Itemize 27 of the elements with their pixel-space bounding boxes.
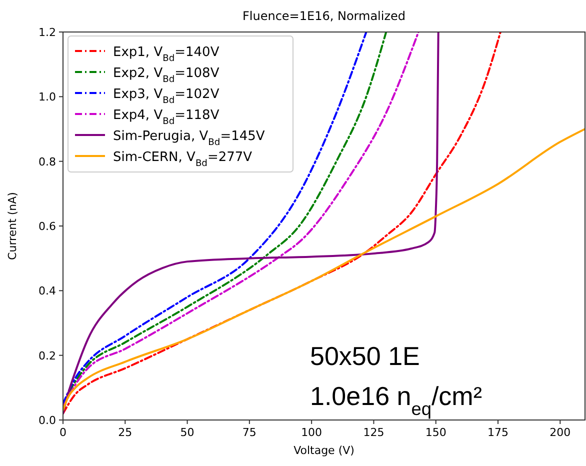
x-tick-label: 200 [550, 426, 571, 439]
x-tick-label: 175 [488, 426, 508, 439]
legend-label: Exp2, V$_{Bd}$=108V [113, 66, 220, 85]
y-axis-title: Current (nA) [6, 192, 19, 260]
y-tick-label: 0.8 [38, 155, 56, 168]
x-tick-label: 0 [60, 426, 66, 439]
legend-label: Exp3, V$_{Bd}$=102V [113, 87, 220, 106]
y-tick-label: 1.0 [38, 90, 56, 104]
legend-label: Exp4, V$_{Bd}$=118V [113, 108, 220, 127]
y-tick-label: 0.2 [38, 349, 56, 362]
legend-label: Sim-CERN, V$_{Bd}$=277V [113, 150, 252, 169]
legend-label: Sim-Perugia, V$_{Bd}$=145V [113, 129, 265, 148]
y-tick-label: 0.6 [38, 220, 56, 233]
legend-label: Exp1, V$_{Bd}$=140V [113, 45, 220, 64]
x-tick-label: 125 [363, 426, 384, 439]
annotation: 50x50 1E [310, 341, 420, 371]
x-axis-title: Voltage (V) [294, 444, 354, 457]
x-tick-label: 75 [242, 426, 256, 439]
y-tick-label: 0.4 [38, 284, 56, 298]
x-tick-label: 50 [180, 426, 194, 439]
x-tick-label: 100 [301, 426, 322, 439]
y-tick-label: 1.2 [38, 26, 56, 39]
annotation: 1.0e16 n$_{eq}$/cm² [310, 381, 482, 419]
y-tick-label: 0.0 [38, 414, 56, 427]
x-tick-label: 150 [425, 426, 446, 439]
x-tick-label: 25 [118, 426, 132, 439]
chart-title: Fluence=1E16, Normalized [242, 9, 406, 23]
